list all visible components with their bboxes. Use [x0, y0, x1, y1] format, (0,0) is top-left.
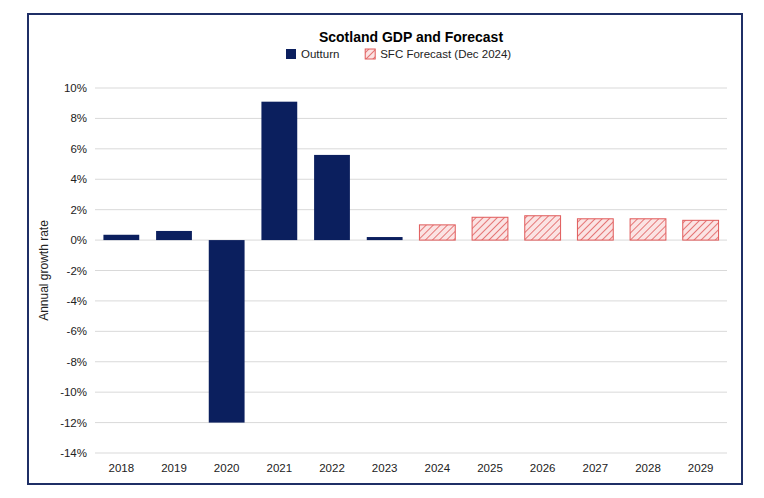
bar: [156, 231, 192, 240]
grid-line: [95, 453, 727, 454]
y-tick-label: -2%: [67, 265, 87, 277]
x-tick-label: 2023: [372, 462, 398, 474]
y-tick-label: 8%: [70, 112, 87, 124]
grid-line: [95, 118, 727, 119]
chart: Scotland GDP and Forecast Outturn SFC Fore…: [0, 0, 764, 498]
x-tick-label: 2027: [583, 462, 609, 474]
bar: [630, 219, 666, 240]
bar: [103, 235, 139, 240]
x-tick-label: 2022: [319, 462, 345, 474]
x-tick-label: 2020: [214, 462, 240, 474]
bar: [525, 216, 561, 240]
bars: [103, 102, 718, 423]
legend-label: Outturn: [301, 48, 339, 60]
x-tick-label: 2019: [161, 462, 187, 474]
y-tick-label: 6%: [70, 143, 87, 155]
x-tick-label: 2024: [425, 462, 451, 474]
y-tick-label: 4%: [70, 173, 87, 185]
y-tick-label: -12%: [60, 417, 87, 429]
grid-line: [95, 88, 727, 89]
grid-line: [95, 179, 727, 180]
grid-line: [95, 422, 727, 423]
grid-line: [95, 331, 727, 332]
bar: [577, 219, 613, 240]
y-axis-label: Annual growth rate: [37, 220, 51, 321]
y-tick-label: 10%: [64, 82, 87, 94]
legend-swatch: [286, 49, 296, 59]
y-tick-label: -8%: [67, 356, 87, 368]
bar: [419, 225, 455, 240]
grid-line: [95, 392, 727, 393]
x-tick-label: 2026: [530, 462, 556, 474]
bar: [261, 102, 297, 240]
y-tick-label: -6%: [67, 325, 87, 337]
legend-label: SFC Forecast (Dec 2024): [380, 48, 511, 60]
x-tick-label: 2025: [477, 462, 503, 474]
x-tick-label: 2021: [267, 462, 293, 474]
y-tick-label: -14%: [60, 447, 87, 459]
bar: [314, 155, 350, 240]
grid-line: [95, 361, 727, 362]
bar: [367, 237, 403, 240]
x-tick-label: 2029: [688, 462, 714, 474]
grid: [95, 88, 727, 453]
y-tick-label: 2%: [70, 204, 87, 216]
bar: [472, 217, 508, 240]
grid-line: [95, 148, 727, 149]
y-tick-label: -10%: [60, 386, 87, 398]
frame: [28, 14, 742, 484]
bar: [209, 240, 245, 422]
grid-line: [95, 270, 727, 271]
title: Scotland GDP and Forecast: [319, 29, 503, 45]
legend-swatch: [365, 49, 375, 59]
legend: Outturn SFC Forecast (Dec 2024): [286, 48, 511, 60]
grid-line: [95, 209, 727, 210]
grid-line: [95, 300, 727, 301]
y-tick-label: 0%: [70, 234, 87, 246]
x-tick-label: 2028: [635, 462, 661, 474]
bar: [683, 220, 719, 240]
x-tick-label: 2018: [109, 462, 135, 474]
y-tick-label: -4%: [67, 295, 87, 307]
